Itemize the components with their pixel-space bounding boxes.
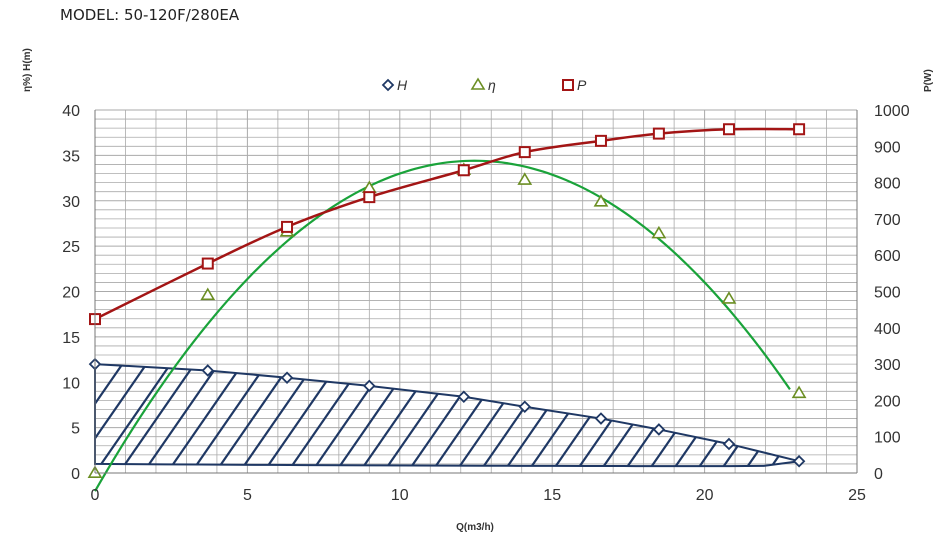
p-point bbox=[652, 127, 665, 140]
y-right-tick-label: 100 bbox=[874, 430, 901, 447]
hatch-line bbox=[502, 364, 594, 467]
y-left-tick-label: 5 bbox=[71, 421, 80, 438]
hatch-line bbox=[742, 364, 800, 467]
hatch-line bbox=[190, 364, 282, 467]
h-point bbox=[792, 454, 806, 468]
hatch-line bbox=[646, 364, 738, 467]
y-right-tick-label: 300 bbox=[874, 357, 901, 374]
y-left-tick-label: 35 bbox=[62, 148, 80, 165]
hatch-line bbox=[310, 364, 402, 467]
hatch-line bbox=[286, 364, 378, 467]
hatch-line bbox=[0, 343, 17, 473]
y-left-tick-label: 10 bbox=[62, 375, 80, 392]
p-point bbox=[594, 134, 607, 147]
hatch-lines bbox=[0, 343, 947, 473]
hatch-line bbox=[0, 343, 41, 473]
hatch-line bbox=[670, 364, 762, 467]
legend-eta-marker bbox=[470, 77, 486, 90]
hatch-line bbox=[622, 364, 714, 467]
hatch-line bbox=[0, 343, 65, 473]
data-points bbox=[87, 123, 807, 479]
p-point bbox=[518, 146, 531, 159]
h-point bbox=[457, 390, 471, 404]
x-tick-label: 5 bbox=[243, 487, 252, 504]
h-point bbox=[518, 400, 532, 414]
p-point bbox=[281, 220, 294, 233]
axes: 0 5 10 15 20 25051015202530354001002003004005… bbox=[62, 103, 909, 504]
y-right-tick-label: 900 bbox=[874, 139, 901, 156]
hatch-line bbox=[382, 364, 474, 467]
x-tick-label: 10 bbox=[391, 487, 409, 504]
eta-curve bbox=[94, 159, 791, 492]
hatch-line bbox=[214, 364, 306, 467]
x-tick-label: 0 bbox=[91, 487, 100, 504]
y-left-tick-label: 20 bbox=[62, 285, 80, 302]
hatch-line bbox=[142, 364, 234, 467]
h-point bbox=[594, 412, 608, 425]
hatch-line bbox=[526, 364, 618, 467]
p-point bbox=[201, 257, 214, 270]
hatch-line bbox=[574, 364, 666, 467]
hatch-line bbox=[118, 364, 210, 467]
legend-eta-label: η bbox=[488, 77, 496, 93]
h-point bbox=[363, 379, 376, 393]
p-point bbox=[363, 191, 376, 204]
y-left-tick-label: 15 bbox=[62, 330, 80, 347]
y-right-tick-label: 1000 bbox=[874, 103, 910, 120]
y-right-tick-label: 500 bbox=[874, 285, 901, 302]
y-axis-left-label: η%) H(m) bbox=[22, 48, 33, 92]
eta-point bbox=[200, 287, 216, 301]
legend-p-marker bbox=[562, 79, 574, 91]
hatch-line bbox=[334, 364, 426, 467]
eta-point bbox=[593, 194, 609, 207]
y-left-tick-label: 40 bbox=[62, 103, 80, 120]
hatch-line bbox=[166, 364, 258, 467]
legend-p-label: P bbox=[577, 77, 587, 93]
p-point bbox=[457, 164, 470, 177]
h-point bbox=[280, 371, 294, 384]
hatch-line bbox=[0, 343, 89, 473]
y-right-tick-label: 600 bbox=[874, 248, 901, 265]
eta-point bbox=[517, 172, 533, 185]
x-tick-label: 20 bbox=[696, 487, 714, 504]
p-curve bbox=[94, 127, 800, 321]
y-left-tick-label: 25 bbox=[62, 239, 80, 256]
y-axis-right-label: P(W) bbox=[923, 69, 934, 92]
hatch-line bbox=[911, 343, 947, 473]
eta-point bbox=[791, 385, 807, 399]
hatch-line bbox=[358, 364, 450, 467]
hatch-line bbox=[430, 364, 522, 467]
x-tick-label: 15 bbox=[543, 487, 561, 504]
p-point bbox=[793, 123, 806, 136]
hatch-line bbox=[95, 364, 186, 467]
model-title: MODEL: 50-120F/280EA bbox=[60, 6, 240, 24]
x-axis-label: Q(m3/h) bbox=[456, 522, 494, 533]
hatch-line bbox=[935, 343, 947, 473]
y-left-tick-label: 0 bbox=[71, 466, 80, 483]
y-right-tick-label: 200 bbox=[874, 393, 901, 410]
p-point bbox=[722, 123, 735, 136]
legend-h-label: H bbox=[397, 77, 408, 93]
hatch-line bbox=[406, 364, 498, 467]
y-right-tick-label: 400 bbox=[874, 321, 901, 338]
h-hatch-area bbox=[0, 343, 947, 473]
y-right-tick-label: 700 bbox=[874, 212, 901, 229]
y-right-tick-label: 800 bbox=[874, 176, 901, 193]
x-tick-label: 25 bbox=[848, 487, 866, 504]
h-point bbox=[201, 364, 215, 377]
h-point bbox=[722, 437, 736, 451]
y-left-tick-label: 30 bbox=[62, 194, 80, 211]
hatch-line bbox=[550, 364, 642, 467]
y-right-tick-label: 0 bbox=[874, 466, 883, 483]
h-point bbox=[652, 423, 666, 436]
hatch-line bbox=[790, 364, 800, 467]
eta-point bbox=[651, 225, 667, 239]
hatch-line bbox=[238, 364, 330, 467]
legend-h-marker bbox=[381, 78, 395, 92]
eta-point bbox=[721, 291, 737, 304]
hatch-line bbox=[766, 364, 800, 467]
